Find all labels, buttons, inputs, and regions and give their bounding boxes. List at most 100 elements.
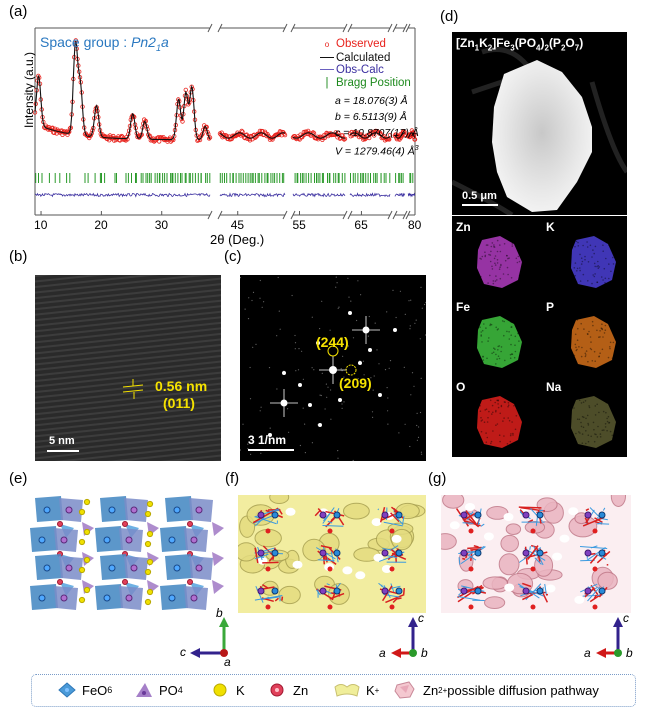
eds-noise (498, 434, 501, 436)
fft-noise (304, 452, 306, 454)
eds-particle (477, 396, 522, 448)
eds-noise (481, 442, 484, 445)
eds-noise (593, 262, 596, 265)
fft-noise (416, 424, 418, 427)
eds-noise (575, 240, 578, 243)
eds-noise (587, 422, 589, 425)
fft-noise (249, 398, 252, 400)
eds-noise (493, 347, 495, 349)
eds-noise (601, 348, 604, 351)
fft-noise (248, 297, 250, 299)
fft-noise (357, 378, 359, 380)
fft-noise (311, 316, 313, 318)
eds-noise (580, 322, 582, 325)
eds-noise (504, 259, 507, 262)
lattice-value: 6.5113(9) Å (352, 111, 407, 123)
eds-noise (509, 353, 512, 356)
eds-noise (517, 329, 519, 332)
fft-noise (399, 290, 401, 292)
fft-noise (410, 299, 412, 301)
p-atom (257, 511, 265, 519)
eds-noise (512, 434, 514, 436)
bond-fe (389, 585, 401, 590)
fft-noise (330, 389, 332, 391)
panel-label-g: (g) (428, 470, 447, 487)
fft-noise (337, 307, 339, 309)
eds-noise (594, 273, 596, 275)
observed-point (146, 134, 152, 139)
axis-label-left: a (379, 646, 386, 660)
eds-noise (608, 263, 610, 265)
eds-noise (587, 424, 590, 426)
bond-fe (390, 583, 395, 593)
chart-title-sub: 1 (155, 42, 161, 53)
eds-noise (587, 434, 590, 436)
eds-noise (598, 336, 600, 338)
bond-fe (254, 595, 283, 601)
bond-o (316, 588, 334, 601)
eds-noise (581, 433, 584, 435)
bond-fe (327, 520, 333, 524)
eds-noise (612, 437, 614, 440)
bond-o (281, 596, 284, 601)
fft-noise (259, 297, 261, 299)
fft-noise (415, 319, 417, 321)
eds-noise (574, 282, 576, 285)
fft-spot (282, 371, 286, 375)
eds-noise (514, 335, 517, 338)
bond-o (402, 588, 406, 595)
eds-noise (492, 411, 494, 414)
eds-noise (517, 332, 519, 335)
eds-noise (499, 266, 501, 268)
x-tick-label: 80 (408, 218, 422, 232)
eds-noise (500, 405, 503, 408)
eds-noise (482, 359, 485, 361)
fft-noise (247, 443, 249, 445)
fft-spot (378, 393, 382, 397)
fft-noise (376, 349, 378, 351)
fft-noise (408, 300, 410, 302)
bond-o (254, 547, 259, 564)
void (568, 507, 579, 516)
eds-noise (594, 433, 596, 435)
eds-noise (592, 249, 594, 251)
eds-noise (584, 355, 587, 358)
eds-noise (580, 402, 583, 404)
eds-noise (597, 260, 599, 263)
fft-noise (362, 360, 364, 362)
fft-noise (387, 397, 389, 399)
eds-noise (508, 338, 511, 340)
fft-noise (295, 370, 297, 372)
obs-calc-line (219, 192, 286, 198)
eds-noise (479, 326, 481, 328)
eds-noise (493, 257, 496, 260)
panel-label-d: (d) (440, 8, 459, 25)
fft-noise (378, 363, 380, 365)
fft-noise (356, 319, 358, 322)
eds-noise (596, 281, 599, 284)
fe-atom (395, 511, 403, 519)
eds-noise (606, 420, 609, 423)
eds-noise (588, 405, 590, 407)
eds-noise (609, 341, 612, 344)
observed-point (142, 119, 148, 125)
void (483, 532, 494, 541)
eds-noise (496, 423, 499, 425)
observed-point (119, 133, 124, 139)
bond-o (385, 593, 405, 604)
isosurface-lobe (484, 596, 506, 609)
legend-label: Observed (336, 38, 386, 50)
eds-noise (503, 320, 505, 323)
formula-label: [Zn1K2]Fe3(PO4)2(P2O7) (456, 36, 584, 53)
fft-noise (403, 366, 405, 368)
o-atom (327, 528, 333, 534)
fft-noise (249, 366, 251, 369)
eds-noise (585, 430, 587, 432)
fft-noise (291, 294, 293, 297)
calculated-line (394, 132, 406, 139)
eds-noise (581, 442, 584, 444)
fft-noise (327, 386, 329, 388)
bond-o (397, 597, 402, 600)
eds-noise (599, 336, 601, 338)
eds-noise (480, 331, 482, 333)
